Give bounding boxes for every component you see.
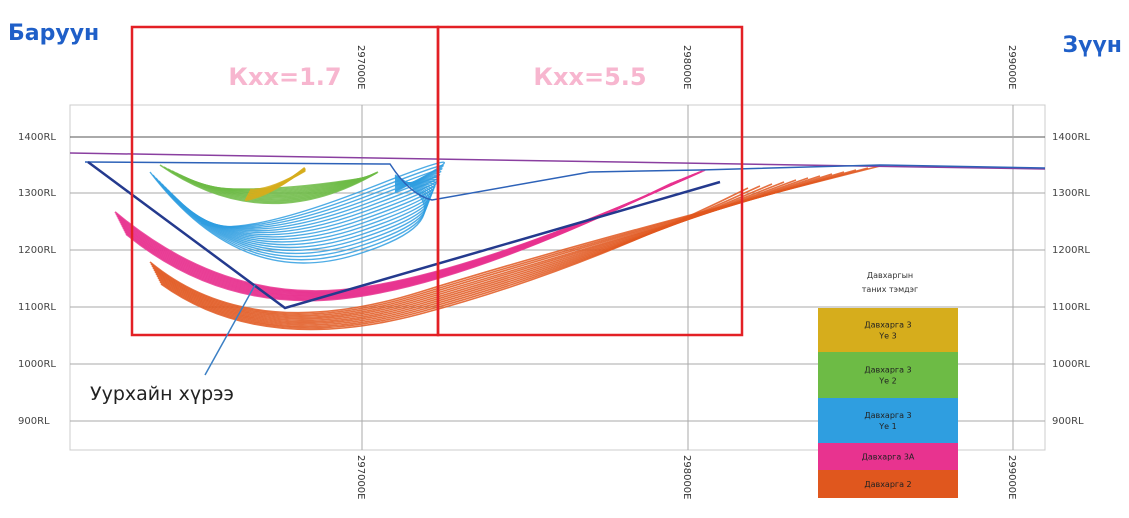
- elevation-label: 1400RL: [18, 132, 56, 143]
- elevation-label: 1000RL: [1052, 359, 1090, 370]
- elevation-label: 1200RL: [18, 245, 56, 256]
- elevation-label: 900RL: [1052, 416, 1084, 427]
- easting-label: 298000E: [681, 455, 692, 500]
- legend-label: Үе 3: [878, 332, 896, 341]
- stratum-line: [249, 169, 306, 192]
- pit-shell: [87, 160, 721, 310]
- legend-title: Давхаргын: [867, 271, 913, 280]
- plot-frame: [69, 104, 1046, 451]
- legend-swatch: [818, 470, 958, 498]
- legend-swatch: [818, 443, 958, 470]
- legend-swatch: [818, 308, 958, 352]
- elevation-label: 1400RL: [1052, 132, 1090, 143]
- zone-box: [436, 25, 744, 337]
- easting-label: 297000E: [355, 455, 366, 500]
- elevation-label: 900RL: [18, 416, 50, 427]
- easting-label: 298000E: [681, 45, 692, 90]
- layers: [69, 105, 1046, 450]
- legend-label: Давхарга 3: [864, 321, 911, 330]
- legend-swatch: [818, 352, 958, 398]
- legend-title: таних тэмдэг: [862, 285, 918, 294]
- easting-label: 299000E: [1006, 45, 1017, 90]
- legend-label: Давхарга 2: [864, 480, 911, 489]
- elevation-label: 1300RL: [18, 188, 56, 199]
- zone-label: Кхх=5.5: [533, 63, 646, 91]
- elevation-label: 1000RL: [18, 359, 56, 370]
- annotation-pointer: [204, 284, 256, 376]
- legend-label: Үе 1: [878, 422, 896, 431]
- topography-line: [84, 161, 1046, 201]
- easting-label: 299000E: [1006, 455, 1017, 500]
- west-label: Баруун: [8, 21, 99, 46]
- elevation-label: 1100RL: [1052, 302, 1090, 313]
- east-label: Зүүн: [1062, 33, 1122, 58]
- elevation-label: 1200RL: [1052, 245, 1090, 256]
- elevation-label: 1300RL: [1052, 188, 1090, 199]
- elevation-label: 1100RL: [18, 302, 56, 313]
- stratum-line: [149, 171, 426, 264]
- legend-label: Давхарга 3: [864, 366, 911, 375]
- legend-label: Үе 2: [878, 377, 896, 386]
- stratum-line: [160, 187, 749, 331]
- stratum-line: [125, 182, 673, 302]
- legend-label: Давхарга 3А: [862, 453, 915, 462]
- annotation: Уурхайн хүрээ: [90, 383, 234, 405]
- legend-swatch: [818, 398, 958, 443]
- zone-label: Кхх=1.7: [228, 63, 341, 91]
- terrain-line: [69, 152, 1046, 170]
- legend-label: Давхарга 3: [864, 411, 911, 420]
- easting-label: 297000E: [355, 45, 366, 90]
